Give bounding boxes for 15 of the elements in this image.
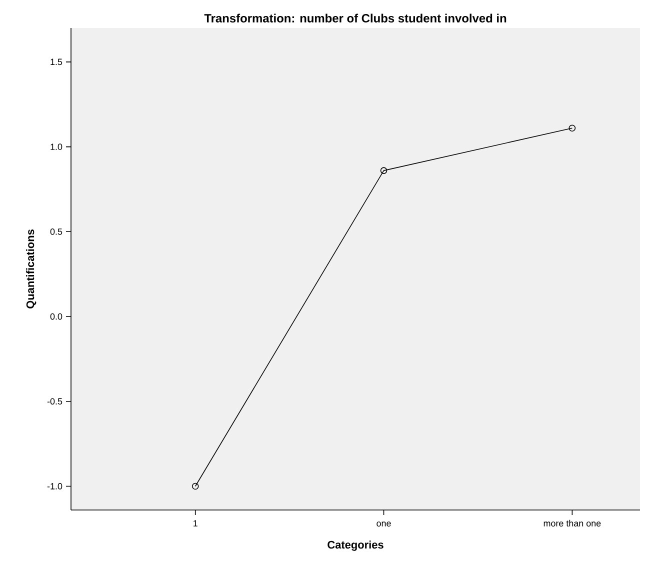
x-tick-label: 1: [194, 520, 198, 526]
y-axis-title: Quantifications: [26, 230, 36, 308]
y-tick-label: -1.0: [47, 483, 62, 490]
point: [192, 482, 199, 490]
y-tick-label: 0.5: [50, 228, 62, 235]
y-tick-label: -0.5: [47, 398, 62, 405]
y-tick-label: 1.0: [50, 144, 62, 150]
x-axis-title: Categories: [328, 540, 384, 551]
point: [568, 124, 576, 132]
point: [380, 167, 388, 174]
y-tick-label: 0.0: [50, 313, 62, 320]
x-tick-label: one: [376, 522, 391, 527]
chart-title: Transformation: number of Clubs student involved in: [204, 14, 506, 22]
x-tick-label: more than one: [544, 520, 601, 527]
y-tick-label: 1.5: [50, 58, 62, 66]
